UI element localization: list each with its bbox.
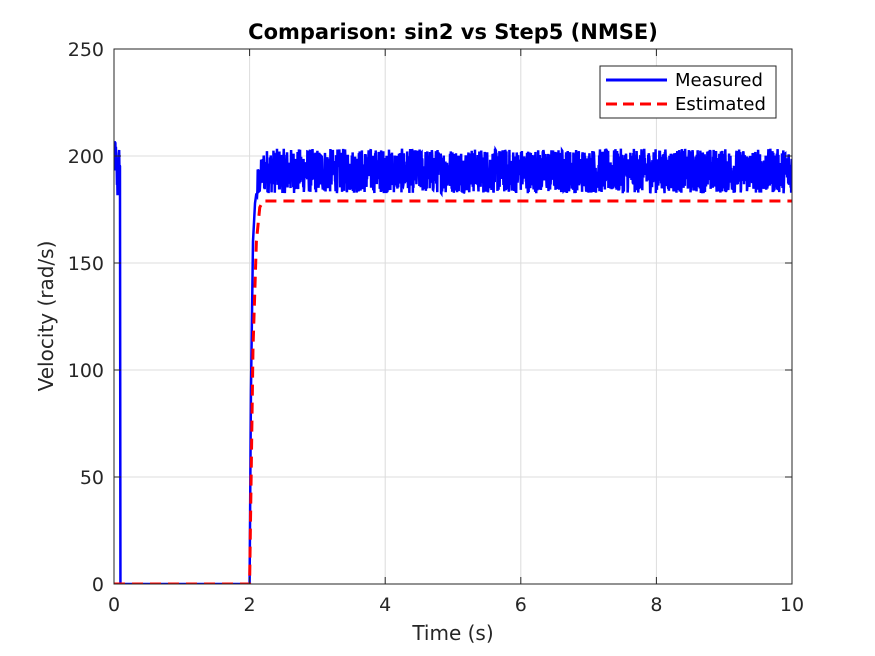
x-tick-label: 10 xyxy=(780,594,804,616)
legend-label-estimated: Estimated xyxy=(675,94,766,115)
x-tick-label: 4 xyxy=(379,594,391,616)
y-tick-label: 200 xyxy=(68,146,104,168)
plot-area xyxy=(114,49,792,584)
series-measured-line xyxy=(114,141,792,584)
x-tick-label: 2 xyxy=(244,594,256,616)
tick-marks xyxy=(113,48,793,585)
y-tick-label: 100 xyxy=(68,360,104,382)
legend-label-measured: Measured xyxy=(675,70,763,91)
axes-box xyxy=(113,48,793,585)
legend-box xyxy=(599,65,777,119)
chart-title: Comparison: sin2 vs Step5 (NMSE) xyxy=(248,20,658,44)
y-tick-label: 150 xyxy=(68,253,104,275)
x-tick-label: 6 xyxy=(515,594,527,616)
y-tick-labels: 0 50 100 150 200 250 xyxy=(68,39,104,596)
y-tick-label: 50 xyxy=(80,467,104,489)
x-tick-label: 0 xyxy=(108,594,120,616)
x-tick-labels: 0 2 4 6 8 10 xyxy=(108,594,804,616)
x-tick-label: 8 xyxy=(650,594,662,616)
y-axis-label: Velocity (rad/s) xyxy=(34,241,58,392)
series-layer xyxy=(114,141,792,584)
y-tick-label: 0 xyxy=(92,574,104,596)
x-axis-label: Time (s) xyxy=(411,621,493,645)
legend: Measured Estimated xyxy=(599,65,777,119)
y-tick-label: 250 xyxy=(68,39,104,61)
series-estimated-line xyxy=(114,199,792,584)
